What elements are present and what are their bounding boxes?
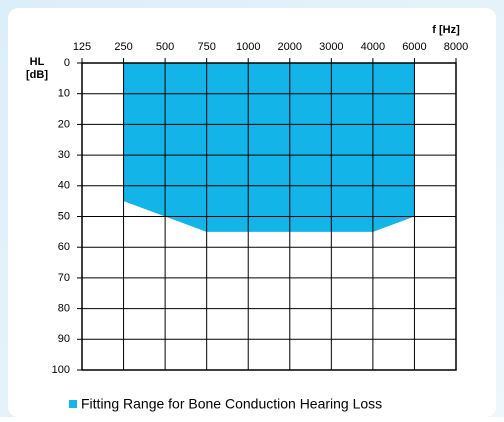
- x-tick-label: 6000: [402, 41, 426, 53]
- y-axis-label: HL: [30, 56, 45, 68]
- x-tick-label: 1000: [236, 41, 260, 53]
- x-tick-label: 4000: [361, 41, 385, 53]
- x-axis-label: f [Hz]: [432, 24, 460, 36]
- y-tick-label: 80: [58, 303, 70, 315]
- legend-swatch: [69, 400, 77, 408]
- y-tick-label: 100: [52, 364, 70, 376]
- y-tick-label: 0: [64, 57, 70, 69]
- x-tick-label: 3000: [319, 41, 343, 53]
- y-tick-label: 60: [58, 241, 70, 253]
- x-tick-label: 500: [156, 41, 174, 53]
- y-tick-label: 30: [58, 149, 70, 161]
- x-tick-label: 250: [114, 41, 132, 53]
- x-tick-label: 750: [197, 41, 215, 53]
- y-tick-label: 50: [58, 210, 70, 222]
- y-axis-unit: [dB]: [26, 69, 48, 81]
- x-tick-label: 8000: [444, 41, 468, 53]
- y-tick-label: 20: [58, 118, 70, 130]
- y-tick-label: 40: [58, 180, 70, 192]
- y-tick-label: 10: [58, 88, 70, 100]
- y-tick-label: 90: [58, 333, 70, 345]
- x-tick-label: 2000: [278, 41, 302, 53]
- area: [123, 63, 415, 232]
- plot-border: [81, 62, 457, 371]
- legend-label: Fitting Range for Bone Conduction Hearin…: [81, 396, 382, 412]
- y-tick-label: 70: [58, 272, 70, 284]
- x-tick-label: 125: [73, 41, 91, 53]
